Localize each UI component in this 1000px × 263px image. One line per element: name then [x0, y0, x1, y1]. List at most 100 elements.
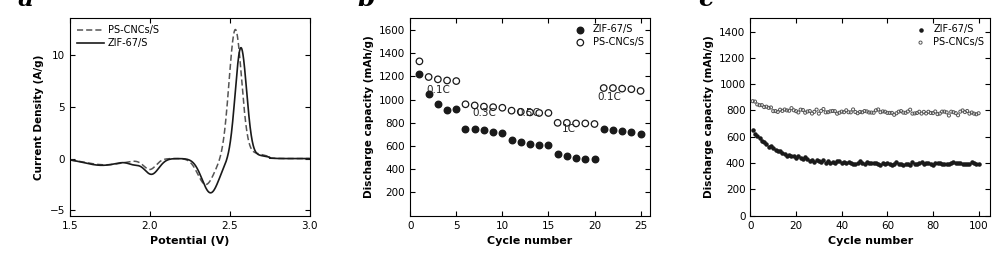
ZIF-67/S — [779, 153, 795, 158]
ZIF-67/S — [430, 102, 446, 106]
ZIF-67/S — [927, 161, 943, 165]
ZIF-67/S — [961, 162, 977, 166]
Text: 0.5C: 0.5C — [516, 108, 540, 118]
PS-CNCs/S — [64, 158, 76, 161]
Text: a: a — [17, 0, 34, 11]
ZIF-67/S — [934, 162, 950, 166]
PS-CNCs/S — [966, 112, 982, 116]
PS-CNCs/S — [568, 121, 584, 125]
PS-CNCs/S — [948, 111, 964, 115]
Legend: ZIF-67/S, PS-CNCs/S: ZIF-67/S, PS-CNCs/S — [910, 23, 985, 48]
ZIF-67/S — [895, 163, 911, 167]
ZIF-67/S — [802, 159, 818, 163]
ZIF-67/S — [945, 160, 961, 165]
ZIF-67/S — [768, 148, 784, 152]
ZIF-67/S — [875, 161, 891, 165]
ZIF-67/S — [421, 92, 437, 96]
ZIF-67/S — [861, 161, 877, 165]
Line: PS-CNCs/S: PS-CNCs/S — [70, 29, 310, 185]
ZIF-67/S — [614, 129, 630, 133]
PS-CNCs/S — [882, 111, 898, 115]
PS-CNCs/S — [76, 160, 88, 163]
PS-CNCs/S — [799, 109, 815, 114]
ZIF-67/S — [476, 128, 492, 133]
ZIF-67/S — [747, 132, 763, 136]
PS-CNCs/S — [895, 110, 911, 115]
X-axis label: Cycle number: Cycle number — [828, 236, 913, 246]
ZIF-67/S — [836, 160, 852, 164]
PS-CNCs/S — [920, 110, 936, 114]
ZIF-67/S — [909, 161, 925, 166]
Y-axis label: Current Density (A/g): Current Density (A/g) — [34, 54, 44, 180]
PS-CNCs/S — [945, 110, 961, 114]
PS-CNCs/S — [820, 110, 836, 114]
ZIF-67/S — [952, 161, 968, 165]
ZIF-67/S — [253, 153, 265, 156]
ZIF-67/S — [448, 107, 464, 112]
ZIF-67/S — [902, 163, 918, 167]
PS-CNCs/S — [813, 109, 829, 113]
PS-CNCs/S — [971, 111, 987, 115]
ZIF-67/S — [777, 152, 793, 156]
ZIF-67/S — [605, 128, 621, 132]
PS-CNCs/S — [834, 109, 850, 114]
ZIF-67/S — [829, 159, 845, 163]
ZIF-67/S — [891, 162, 907, 166]
Text: c: c — [698, 0, 713, 11]
PS-CNCs/S — [822, 109, 838, 113]
PS-CNCs/S — [870, 107, 886, 112]
PS-CNCs/S — [749, 102, 765, 107]
PS-CNCs/S — [448, 79, 464, 83]
ZIF-67/S — [540, 143, 556, 147]
ZIF-67/S — [959, 162, 975, 166]
PS-CNCs/S — [421, 75, 437, 79]
PS-CNCs/S — [914, 112, 930, 116]
ZIF-67/S — [914, 160, 930, 165]
ZIF-67/S — [795, 157, 811, 161]
Text: 0.3C: 0.3C — [473, 108, 497, 118]
PS-CNCs/S — [768, 109, 784, 113]
PS-CNCs/S — [829, 112, 845, 116]
PS-CNCs/S — [765, 109, 781, 113]
PS-CNCs/S — [522, 110, 538, 114]
ZIF-67/S — [411, 72, 427, 76]
ZIF-67/S — [925, 163, 941, 167]
ZIF-67/S — [439, 108, 455, 112]
ZIF-67/S — [754, 139, 770, 143]
ZIF-67/S — [870, 161, 886, 166]
ZIF-67/S — [205, 191, 217, 194]
ZIF-67/S — [174, 157, 186, 160]
ZIF-67/S — [882, 162, 898, 166]
PS-CNCs/S — [957, 110, 973, 114]
PS-CNCs/S — [815, 107, 831, 111]
ZIF-67/S — [297, 157, 309, 160]
ZIF-67/S — [568, 156, 584, 160]
PS-CNCs/S — [457, 102, 473, 106]
PS-CNCs/S — [540, 111, 556, 115]
ZIF-67/S — [968, 162, 984, 166]
PS-CNCs/S — [845, 107, 861, 112]
PS-CNCs/S — [614, 87, 630, 91]
PS-CNCs/S — [939, 110, 955, 114]
PS-CNCs/S — [952, 109, 968, 114]
ZIF-67/S — [76, 161, 88, 164]
Legend: ZIF-67/S, PS-CNCs/S: ZIF-67/S, PS-CNCs/S — [570, 23, 645, 48]
ZIF-67/S — [756, 140, 772, 144]
PS-CNCs/S — [297, 157, 309, 160]
PS-CNCs/S — [904, 112, 920, 116]
PS-CNCs/S — [795, 108, 811, 112]
Line: ZIF-67/S: ZIF-67/S — [70, 48, 310, 193]
PS-CNCs/S — [797, 111, 813, 115]
PS-CNCs/S — [770, 110, 786, 114]
Y-axis label: Discharge capacity (mAh/g): Discharge capacity (mAh/g) — [364, 36, 374, 198]
PS-CNCs/S — [868, 108, 884, 112]
ZIF-67/S — [854, 161, 870, 165]
ZIF-67/S — [799, 157, 815, 161]
PS-CNCs/S — [875, 109, 891, 114]
ZIF-67/S — [957, 162, 973, 166]
PS-CNCs/S — [229, 28, 241, 31]
PS-CNCs/S — [758, 105, 774, 109]
ZIF-67/S — [884, 163, 900, 167]
PS-CNCs/S — [788, 109, 804, 113]
PS-CNCs/S — [852, 110, 868, 114]
